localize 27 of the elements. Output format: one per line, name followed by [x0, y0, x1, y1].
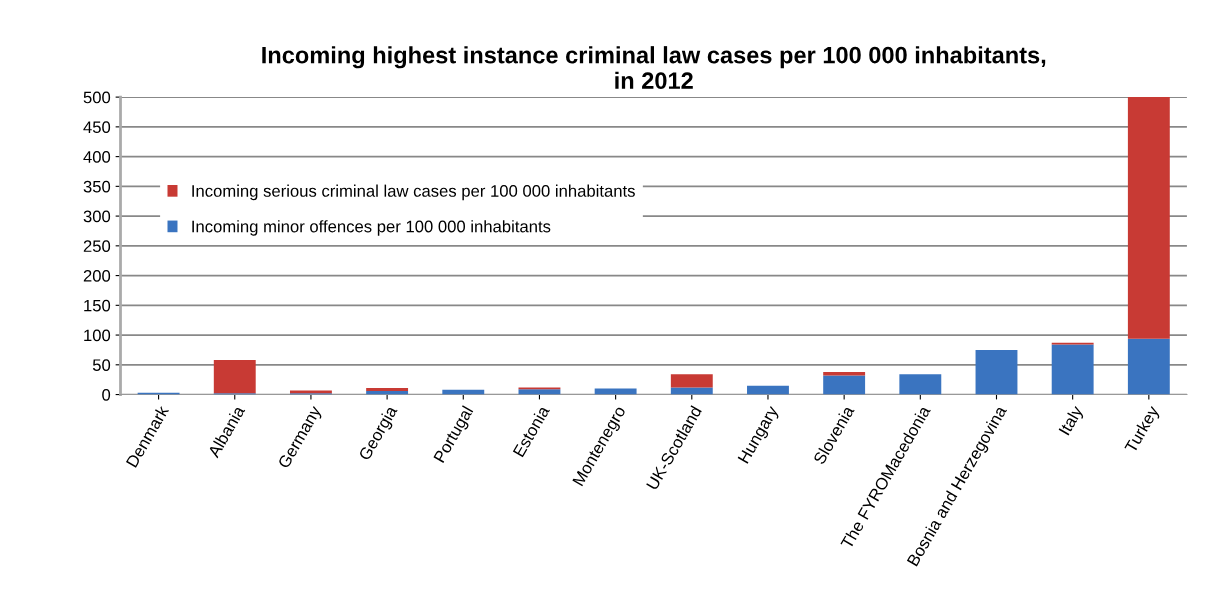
bar: [899, 374, 942, 395]
y-tick-label: 50: [92, 359, 111, 372]
y-tick-label: 400: [83, 151, 111, 163]
y-tick-label: 100: [84, 329, 111, 342]
y-tick-label: 300: [83, 210, 111, 223]
bar: [823, 375, 866, 395]
bar: [213, 360, 256, 394]
bar: [823, 371, 866, 376]
bar: [366, 388, 409, 391]
bar: [1051, 344, 1094, 395]
bar: [670, 387, 713, 395]
y-tick-label: 250: [83, 240, 111, 253]
bar: [1127, 97, 1170, 339]
legend-label: Incoming serious criminal law cases per 100 000 inhabitants: [192, 184, 635, 201]
bar: [518, 389, 561, 395]
bar: [747, 385, 789, 395]
y-tick-label: 150: [84, 299, 111, 312]
bar: [975, 349, 1018, 395]
y-tick-label: 0: [102, 388, 111, 401]
y-tick-label: 350: [83, 180, 111, 193]
y-tick-label: 500: [83, 91, 111, 104]
chart-title: Incoming highest instance criminal law cases per 100 000 inhabitants, in 2012: [262, 46, 1046, 90]
bar: [1127, 338, 1170, 395]
bar: [670, 374, 713, 388]
legend-label: Incoming minor offences per 100 000 inhabitants: [192, 220, 551, 236]
y-tick-label: 200: [83, 269, 111, 282]
y-tick-label: 450: [83, 121, 111, 134]
